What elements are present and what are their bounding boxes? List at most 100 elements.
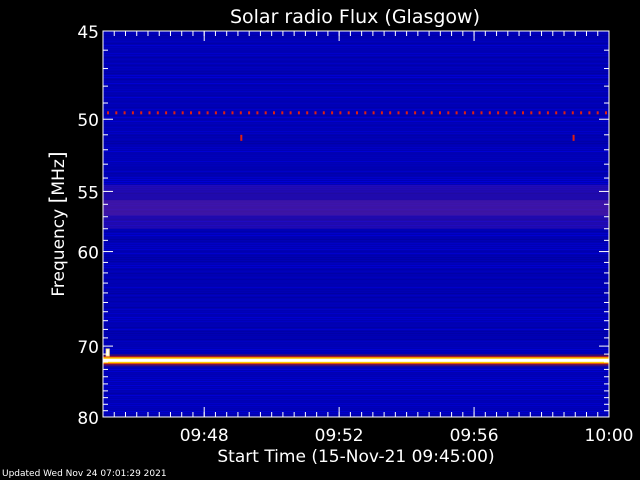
band-dot xyxy=(596,111,599,115)
noise-stripe xyxy=(103,411,609,412)
noise-stripe xyxy=(103,259,609,260)
noise-stripe xyxy=(103,371,609,372)
noise-stripe xyxy=(103,273,609,274)
noise-stripe xyxy=(103,37,609,38)
noise-stripe xyxy=(103,107,609,108)
band-dot xyxy=(439,111,441,115)
noise-stripe xyxy=(103,153,609,154)
noise-stripe xyxy=(103,81,609,82)
band-dot xyxy=(140,111,143,115)
noise-stripe xyxy=(103,365,609,366)
noise-stripe xyxy=(103,257,609,258)
noise-stripe xyxy=(103,105,609,106)
noise-stripe xyxy=(103,393,609,394)
noise-stripe xyxy=(103,145,609,146)
noise-stripe xyxy=(103,311,609,312)
noise-stripe xyxy=(103,227,609,228)
noise-stripe xyxy=(103,73,609,74)
noise-stripe xyxy=(103,109,609,110)
noise-stripe xyxy=(103,43,609,44)
noise-stripe xyxy=(103,85,609,86)
band-dot xyxy=(605,111,607,115)
chart-title: Solar radio Flux (Glasgow) xyxy=(230,6,480,28)
noise-stripe xyxy=(103,291,609,292)
noise-stripe xyxy=(103,233,609,234)
noise-stripe xyxy=(103,403,609,404)
plot-frame xyxy=(102,30,610,418)
noise-stripe xyxy=(103,399,609,400)
noise-stripe xyxy=(103,147,609,148)
noise-stripe xyxy=(103,103,609,104)
band-dot xyxy=(273,111,275,115)
y-tick-label: 70 xyxy=(77,338,99,358)
x-tick-label: 10:00 xyxy=(585,426,634,446)
noise-stripe xyxy=(103,163,609,164)
noise-stripe xyxy=(103,263,609,264)
noise-stripe xyxy=(103,317,609,318)
noise-stripe xyxy=(103,35,609,36)
noise-stripe xyxy=(103,181,609,182)
band-dot xyxy=(264,111,267,115)
noise-stripe xyxy=(103,351,609,352)
noise-stripe xyxy=(103,241,609,242)
noise-stripe xyxy=(103,289,609,290)
noise-stripe xyxy=(103,369,609,370)
y-tick-label: 45 xyxy=(77,23,99,43)
y-tick-label: 80 xyxy=(77,409,99,429)
noise-stripe xyxy=(103,165,609,166)
noise-stripe xyxy=(103,353,609,354)
noise-stripe xyxy=(103,221,609,222)
noise-stripe xyxy=(103,405,609,406)
noise-stripe xyxy=(103,65,609,66)
band-dot xyxy=(239,111,242,115)
noise-stripe xyxy=(103,141,609,142)
y-axis: 45 50 55 60 70 80 xyxy=(77,23,609,429)
band-dot xyxy=(447,111,450,115)
band-dot xyxy=(414,111,417,115)
noise-stripe xyxy=(103,395,609,396)
noise-stripe xyxy=(103,319,609,320)
noise-stripe xyxy=(103,187,609,188)
noise-stripe xyxy=(103,131,609,132)
noise-stripe xyxy=(103,55,609,56)
noise-stripe xyxy=(103,279,609,280)
band-dot xyxy=(405,111,408,115)
noise-stripe xyxy=(103,407,609,408)
noise-stripe xyxy=(103,413,609,414)
noise-stripe xyxy=(103,143,609,144)
band-dot xyxy=(364,111,367,115)
band-dot xyxy=(198,111,201,115)
burst-spot xyxy=(572,134,575,141)
noise-stripe xyxy=(103,75,609,76)
band-dot xyxy=(380,111,383,115)
noise-stripe xyxy=(103,57,609,58)
noise-stripe xyxy=(103,121,609,122)
band-dot xyxy=(422,111,425,115)
noise-stripe xyxy=(103,225,609,226)
noise-stripe xyxy=(103,115,609,116)
update-timestamp: Updated Wed Nov 24 07:01:29 2021 xyxy=(2,469,167,479)
noise-stripe xyxy=(103,59,609,60)
noise-stripe xyxy=(103,179,609,180)
band-dot xyxy=(546,111,549,115)
noise-stripe xyxy=(103,185,609,186)
band-dot xyxy=(563,111,566,115)
band-dot xyxy=(206,111,209,115)
noise-stripe xyxy=(103,229,609,230)
noise-stripe xyxy=(103,265,609,266)
noise-stripe xyxy=(103,245,609,246)
noise-stripe xyxy=(103,135,609,136)
noise-stripe xyxy=(103,301,609,302)
noise-stripe xyxy=(103,149,609,150)
band-dot xyxy=(472,111,475,115)
y-axis-bracket-close: ] xyxy=(45,151,69,159)
noise-stripe xyxy=(103,251,609,252)
noise-stripe xyxy=(103,33,609,34)
noise-stripe xyxy=(103,253,609,254)
noise-stripe xyxy=(103,247,609,248)
noise-stripe xyxy=(103,379,609,380)
noise-stripe xyxy=(103,345,609,346)
band-dot xyxy=(588,111,591,115)
band-dot xyxy=(148,111,151,115)
noise-stripe xyxy=(103,269,609,270)
